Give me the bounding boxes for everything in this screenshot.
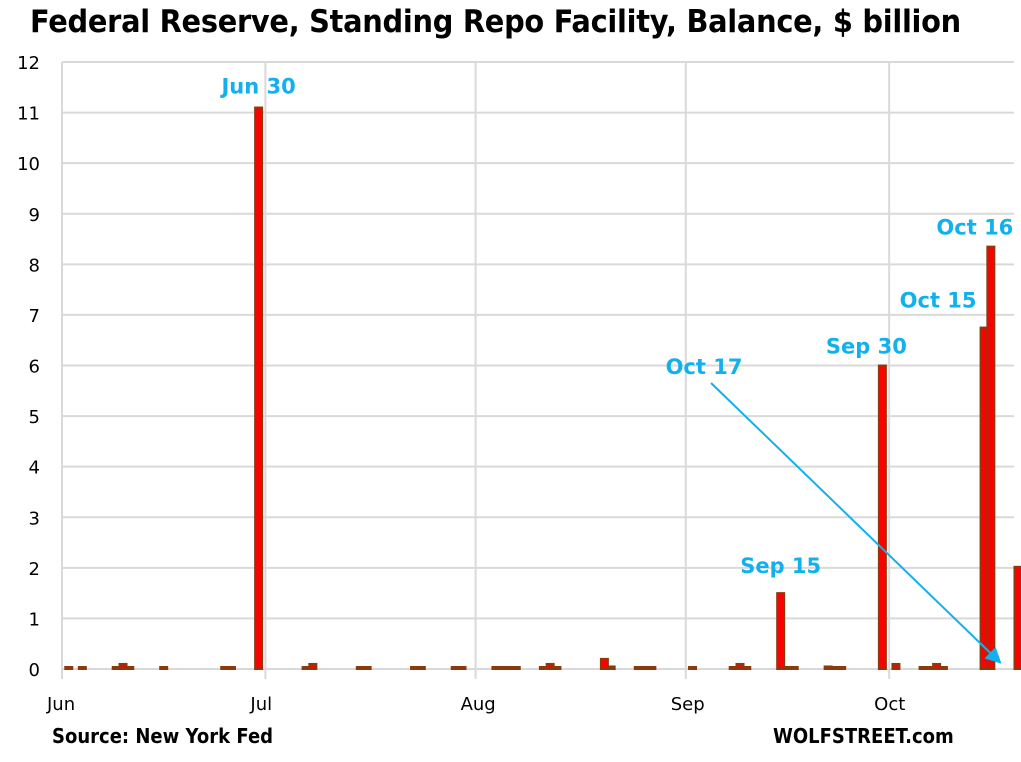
bar — [776, 592, 786, 670]
bar — [552, 666, 562, 670]
bar — [125, 666, 135, 670]
bar — [986, 245, 996, 670]
bar — [308, 662, 318, 670]
gridlines — [61, 61, 1014, 679]
bar — [938, 666, 948, 670]
annotation-label: Oct 16 — [936, 216, 1013, 240]
x-axis-ticks: Jun Jul Aug Sep Oct — [46, 694, 905, 715]
credit-note: WOLFSTREET.com — [773, 724, 954, 748]
y-tick-label: 6 — [29, 357, 40, 378]
y-tick-label: 8 — [29, 255, 40, 276]
y-tick-label: 12 — [17, 53, 40, 74]
x-tick-label: Oct — [874, 694, 905, 715]
bar — [64, 666, 74, 670]
y-tick-label: 5 — [29, 407, 40, 428]
bar — [599, 657, 609, 671]
y-tick-label: 11 — [17, 104, 40, 125]
x-tick-label: Jun — [46, 694, 75, 715]
bar — [511, 666, 521, 670]
bar — [606, 665, 616, 670]
bar — [159, 666, 169, 670]
annotations: Jun 30 Sep 15 Sep 30 Oct 15 Oct 16 Oct 17 — [219, 75, 1013, 664]
annotation-arrow — [710, 382, 1002, 664]
bar — [877, 364, 887, 670]
bar — [362, 666, 372, 670]
bar — [742, 666, 752, 670]
bar — [457, 666, 467, 670]
source-note: Source: New York Fed — [52, 724, 274, 748]
bar — [254, 106, 264, 670]
y-tick-label: 2 — [29, 559, 40, 580]
annotation-label: Sep 30 — [826, 335, 907, 359]
annotation-label: Sep 15 — [740, 554, 821, 578]
y-tick-label: 10 — [17, 154, 40, 175]
x-tick-label: Sep — [671, 694, 705, 715]
chart-title: Federal Reserve, Standing Repo Facility,… — [30, 4, 961, 40]
y-tick-label: 0 — [29, 660, 40, 681]
y-tick-label: 7 — [29, 306, 40, 327]
annotation-label: Jun 30 — [219, 75, 295, 99]
bar — [1013, 565, 1021, 670]
bar — [837, 666, 847, 670]
bar — [891, 662, 901, 670]
bar — [789, 666, 799, 670]
annotation-label: Oct 15 — [900, 289, 977, 313]
bars — [64, 106, 1021, 671]
bar — [647, 666, 657, 670]
y-tick-label: 3 — [29, 508, 40, 529]
y-tick-label: 4 — [29, 458, 40, 479]
y-tick-label: 1 — [29, 609, 40, 630]
annotation-label: Oct 17 — [666, 355, 743, 379]
bar — [416, 666, 426, 670]
y-tick-label: 9 — [29, 205, 40, 226]
x-tick-label: Aug — [461, 694, 496, 715]
bar — [688, 666, 698, 670]
bar — [77, 666, 87, 670]
bar — [227, 666, 236, 670]
x-tick-label: Jul — [249, 694, 272, 715]
